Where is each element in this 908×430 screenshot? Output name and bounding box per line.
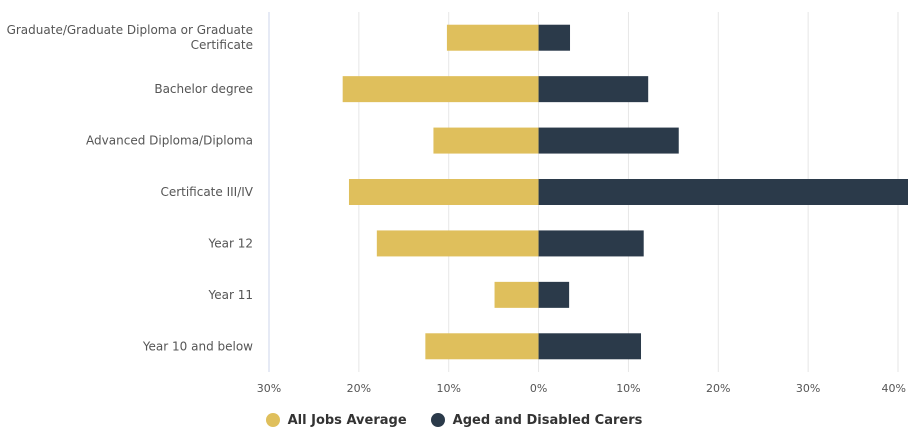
category-label-0: Graduate/Graduate Diploma or Graduate Cer… bbox=[7, 23, 253, 52]
category-label-line-1-0: Bachelor degree bbox=[154, 82, 253, 96]
bar-all-jobs-average-1 bbox=[342, 76, 539, 103]
bar-all-jobs-average-2 bbox=[433, 127, 539, 154]
bar-all-jobs-average-6 bbox=[425, 333, 539, 360]
bar-aged-and-disabled-carers-3 bbox=[538, 179, 908, 205]
category-label-line-4-0: Year 12 bbox=[208, 236, 254, 250]
category-label-line-0-1: Certificate bbox=[191, 38, 253, 52]
bar-all-jobs-average-5 bbox=[494, 281, 539, 308]
x-tick-label-0: 30% bbox=[257, 382, 281, 395]
bar-aged-and-disabled-carers-6 bbox=[538, 333, 642, 360]
bar-aged-and-disabled-carers-0 bbox=[538, 24, 571, 51]
category-label-line-0-0: Graduate/Graduate Diploma or Graduate bbox=[7, 23, 253, 37]
legend-item-all-jobs-average[interactable]: All Jobs Average bbox=[265, 412, 407, 428]
bar-aged-and-disabled-carers-2 bbox=[538, 127, 679, 154]
bar-all-jobs-average-4 bbox=[376, 230, 539, 257]
legend-marker-all-jobs-average bbox=[265, 413, 280, 427]
legend-label-all-jobs-average: All Jobs Average bbox=[287, 412, 407, 428]
x-tick-label-4: 10% bbox=[616, 382, 640, 395]
bar-all-jobs-average-0 bbox=[446, 24, 539, 51]
x-tick-label-6: 30% bbox=[796, 382, 820, 395]
category-label-line-3-0: Certificate III/IV bbox=[160, 185, 253, 199]
legend-item-aged-and-disabled-carers[interactable]: Aged and Disabled Carers bbox=[430, 412, 643, 428]
legend: All Jobs Average Aged and Disabled Carer… bbox=[0, 410, 908, 430]
category-label-1: Bachelor degree bbox=[154, 82, 253, 96]
bar-aged-and-disabled-carers-4 bbox=[538, 230, 644, 257]
category-label-6: Year 10 and below bbox=[142, 339, 253, 353]
legend-label-aged-and-disabled-carers: Aged and Disabled Carers bbox=[452, 412, 643, 428]
bar-all-jobs-average-3 bbox=[348, 179, 539, 205]
category-label-line-5-0: Year 11 bbox=[208, 288, 254, 302]
bar-aged-and-disabled-carers-5 bbox=[538, 281, 570, 308]
category-label-5: Year 11 bbox=[208, 288, 254, 302]
x-tick-label-7: 40% bbox=[882, 382, 906, 395]
x-tick-label-5: 20% bbox=[706, 382, 730, 395]
x-tick-label-1: 20% bbox=[347, 382, 371, 395]
category-label-2: Advanced Diploma/Diploma bbox=[86, 134, 253, 148]
bar-aged-and-disabled-carers-1 bbox=[538, 76, 649, 103]
chart: Graduate/Graduate Diploma or Graduate Cer… bbox=[7, 12, 908, 395]
category-label-4: Year 12 bbox=[208, 236, 254, 250]
category-label-line-6-0: Year 10 and below bbox=[142, 339, 253, 353]
category-label-3: Certificate III/IV bbox=[160, 185, 253, 199]
x-tick-label-3: 0% bbox=[530, 382, 547, 395]
x-tick-label-2: 10% bbox=[436, 382, 460, 395]
legend-marker-aged-and-disabled-carers bbox=[430, 413, 445, 427]
category-label-line-2-0: Advanced Diploma/Diploma bbox=[86, 134, 253, 148]
